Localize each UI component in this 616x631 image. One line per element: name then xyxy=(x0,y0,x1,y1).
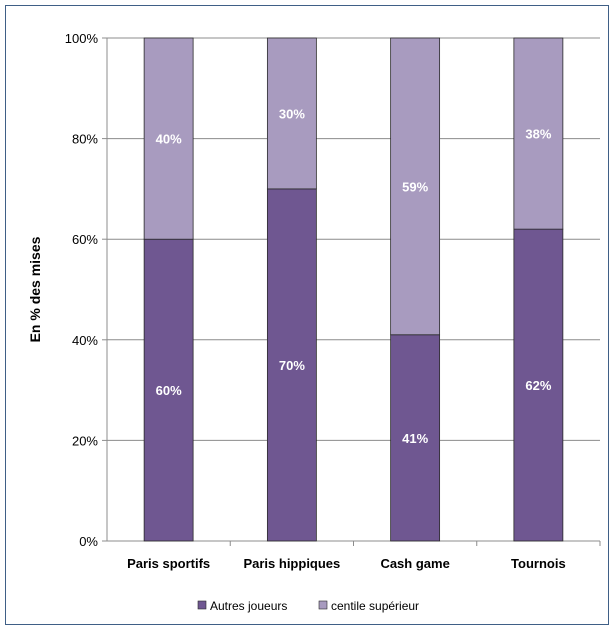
bar-autres-joueurs xyxy=(390,334,441,542)
x-category-label: Tournois xyxy=(511,556,566,571)
y-tick-label: 100% xyxy=(65,31,99,46)
bar-centile-superieur xyxy=(266,37,317,190)
bar-autres-joueurs xyxy=(266,188,317,542)
x-category-label: Paris sportifs xyxy=(127,556,210,571)
y-tick-label: 0% xyxy=(79,534,98,549)
legend-swatch xyxy=(197,600,207,610)
bar-centile-superieur xyxy=(143,37,194,240)
bar-autres-joueurs xyxy=(513,228,564,542)
y-tick-label: 80% xyxy=(72,132,98,147)
x-category-label: Cash game xyxy=(380,556,449,571)
y-tick-label: 40% xyxy=(72,333,98,348)
bar-centile-superieur xyxy=(513,37,564,230)
legend-label: Autres joueurs xyxy=(210,599,287,613)
data-label: 70% xyxy=(279,358,305,373)
y-axis-title: En % des mises xyxy=(27,236,43,342)
data-label: 40% xyxy=(156,132,182,147)
data-label: 41% xyxy=(402,431,428,446)
bar-autres-joueurs xyxy=(143,238,194,542)
data-label: 38% xyxy=(525,127,551,142)
y-tick-label: 60% xyxy=(72,232,98,247)
legend-label: centile supérieur xyxy=(331,599,419,613)
data-label: 30% xyxy=(279,106,305,121)
data-label: 60% xyxy=(156,383,182,398)
x-category-label: Paris hippiques xyxy=(243,556,340,571)
data-label: 62% xyxy=(525,378,551,393)
data-label: 59% xyxy=(402,179,428,194)
legend-swatch xyxy=(318,600,328,610)
bar-centile-superieur xyxy=(390,37,441,336)
y-tick-label: 20% xyxy=(72,433,98,448)
